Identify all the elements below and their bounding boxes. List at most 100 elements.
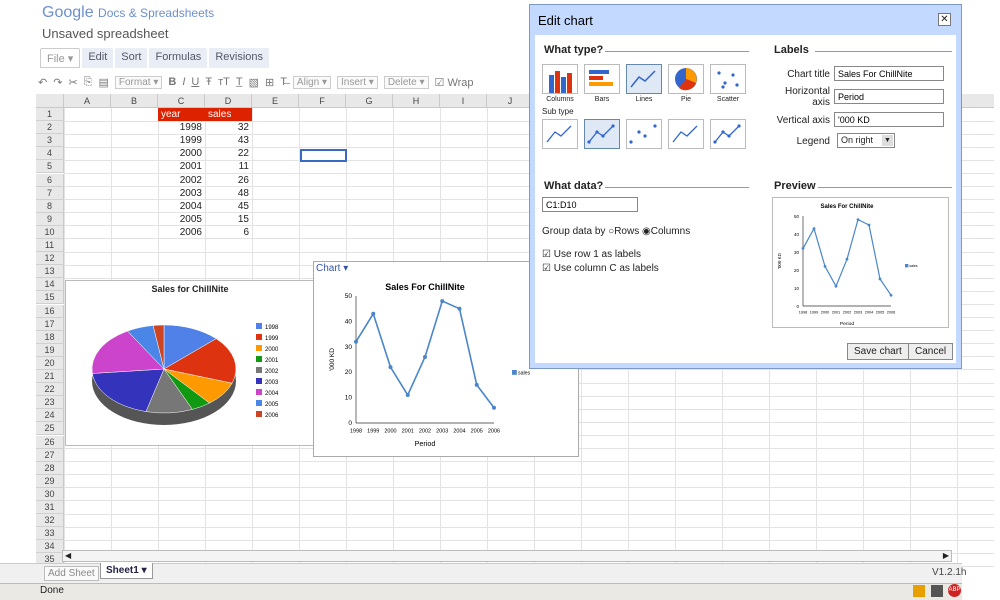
column-header[interactable]: E (252, 94, 299, 108)
grid-corner[interactable] (36, 94, 64, 108)
chart-type-columns-button[interactable] (542, 64, 578, 94)
cell-year[interactable]: 2004 (179, 200, 202, 212)
row-header[interactable]: 13 (36, 265, 64, 279)
align-dropdown[interactable]: Align ▾ (292, 75, 331, 89)
row-header[interactable]: 7 (36, 186, 64, 200)
cell-sales[interactable]: 11 (238, 161, 249, 173)
row-header[interactable]: 4 (36, 147, 64, 161)
row-header[interactable]: 17 (36, 317, 64, 331)
row-header[interactable]: 5 (36, 160, 64, 174)
menu-file[interactable]: File ▾ (40, 48, 81, 68)
horizontal-axis-input[interactable] (834, 89, 944, 104)
row-header[interactable]: 10 (36, 225, 64, 239)
copy-icon[interactable]: ⎘ (83, 75, 93, 88)
row-header[interactable]: 18 (36, 330, 64, 344)
chart-subtype-button[interactable] (542, 119, 578, 149)
chevron-down-icon[interactable]: ▼ (882, 135, 893, 146)
column-header[interactable]: A (64, 94, 111, 108)
row-header[interactable]: 23 (36, 396, 64, 410)
format-dropdown[interactable]: Format ▾ (114, 75, 163, 89)
adblock-icon[interactable]: ABP (948, 584, 961, 597)
row-header[interactable]: 3 (36, 134, 64, 148)
cell-sales[interactable]: 45 (237, 200, 249, 212)
menu-edit[interactable]: Edit (82, 48, 114, 68)
italic-icon[interactable]: I (182, 76, 186, 88)
chart-type-scatter-button[interactable] (710, 64, 746, 94)
chart-title-input[interactable] (834, 66, 944, 81)
row-header[interactable]: 2 (36, 121, 64, 135)
row-header[interactable]: 31 (36, 501, 64, 514)
row-header[interactable]: 20 (36, 356, 64, 370)
cell-header-year[interactable]: year (158, 108, 205, 121)
row-header[interactable]: 33 (36, 527, 64, 541)
cell-sales[interactable]: 43 (237, 135, 249, 147)
row-header[interactable]: 6 (36, 173, 64, 187)
row-header[interactable]: 11 (36, 239, 64, 252)
redo-icon[interactable]: ↷ (53, 76, 63, 89)
chart-type-lines-button[interactable] (626, 64, 662, 94)
column-header[interactable]: C (158, 94, 205, 108)
bold-icon[interactable]: B (168, 76, 177, 88)
chart-menu-button[interactable]: Chart ▾ (316, 263, 349, 274)
row-header[interactable]: 8 (36, 199, 64, 213)
legend-select[interactable]: On right ▼ (837, 133, 895, 148)
insert-dropdown[interactable]: Insert ▾ (336, 75, 378, 89)
horizontal-scrollbar[interactable]: ◀ ▶ (62, 550, 952, 562)
cell-year[interactable]: 1999 (179, 135, 202, 147)
radio-columns[interactable]: ◉ (642, 226, 651, 237)
pie-chart[interactable]: Sales for ChillNite 1998 1999 2000 2001 2002… (65, 280, 315, 446)
radio-rows[interactable]: ○ (608, 226, 615, 237)
row-header[interactable]: 27 (36, 448, 64, 462)
use-column-option[interactable]: ☑ Use column C as labels (542, 263, 659, 274)
column-header[interactable]: J (487, 94, 534, 108)
row-header[interactable]: 30 (36, 487, 64, 501)
row-header[interactable]: 21 (36, 370, 64, 383)
fill-color-icon[interactable]: ▧ (248, 76, 259, 89)
cut-icon[interactable]: ✂ (68, 76, 78, 89)
paste-icon[interactable]: ▤ (98, 76, 109, 89)
chart-subtype-button[interactable] (710, 119, 746, 149)
menu-sort[interactable]: Sort (115, 48, 148, 68)
cancel-button[interactable]: Cancel (908, 343, 954, 360)
row-header[interactable]: 16 (36, 304, 64, 318)
font-icon[interactable]: Ŧ (205, 76, 213, 88)
cell-year[interactable]: 2005 (179, 213, 202, 225)
tools-icon[interactable] (931, 585, 943, 597)
save-chart-button[interactable]: Save chart (847, 343, 909, 360)
column-header[interactable]: F (299, 94, 346, 108)
selected-cell[interactable] (300, 149, 347, 162)
cell-sales[interactable]: 32 (237, 122, 249, 134)
document-title[interactable]: Unsaved spreadsheet (42, 26, 169, 41)
clear-format-icon[interactable]: T̶ (280, 76, 287, 88)
row-header[interactable]: 1 (36, 108, 64, 121)
cell-year[interactable]: 2006 (179, 226, 202, 238)
use-row-option[interactable]: ☑ Use row 1 as labels (542, 249, 642, 260)
row-header[interactable]: 19 (36, 343, 64, 357)
row-header[interactable]: 9 (36, 212, 64, 226)
column-header[interactable]: I (440, 94, 487, 108)
cell-sales[interactable]: 26 (237, 174, 249, 186)
column-header[interactable]: H (393, 94, 440, 108)
vertical-axis-input[interactable] (834, 112, 944, 127)
underline-icon[interactable]: U (191, 76, 200, 88)
chart-subtype-button[interactable] (584, 119, 620, 149)
row-header[interactable]: 12 (36, 252, 64, 266)
edit-icon[interactable] (913, 585, 925, 597)
cell-sales[interactable]: 22 (237, 148, 249, 160)
column-header[interactable]: D (205, 94, 252, 108)
row-header[interactable]: 29 (36, 474, 64, 488)
row-header[interactable]: 28 (36, 461, 64, 475)
wrap-checkbox[interactable]: ☑ Wrap (434, 76, 474, 89)
scroll-right-icon[interactable]: ▶ (942, 551, 949, 560)
close-icon[interactable]: ✕ (938, 13, 951, 26)
sheet-tab-sheet1[interactable]: Sheet1 ▾ (100, 563, 153, 579)
row-header[interactable]: 34 (36, 540, 64, 554)
column-header[interactable]: G (346, 94, 393, 108)
cell-year[interactable]: 2000 (179, 148, 202, 160)
chart-subtype-button[interactable] (626, 119, 662, 149)
row-header[interactable]: 22 (36, 383, 64, 397)
cell-year[interactable]: 2003 (179, 187, 202, 199)
chart-type-bars-button[interactable] (584, 64, 620, 94)
chart-subtype-button[interactable] (668, 119, 704, 149)
menu-revisions[interactable]: Revisions (209, 48, 269, 68)
